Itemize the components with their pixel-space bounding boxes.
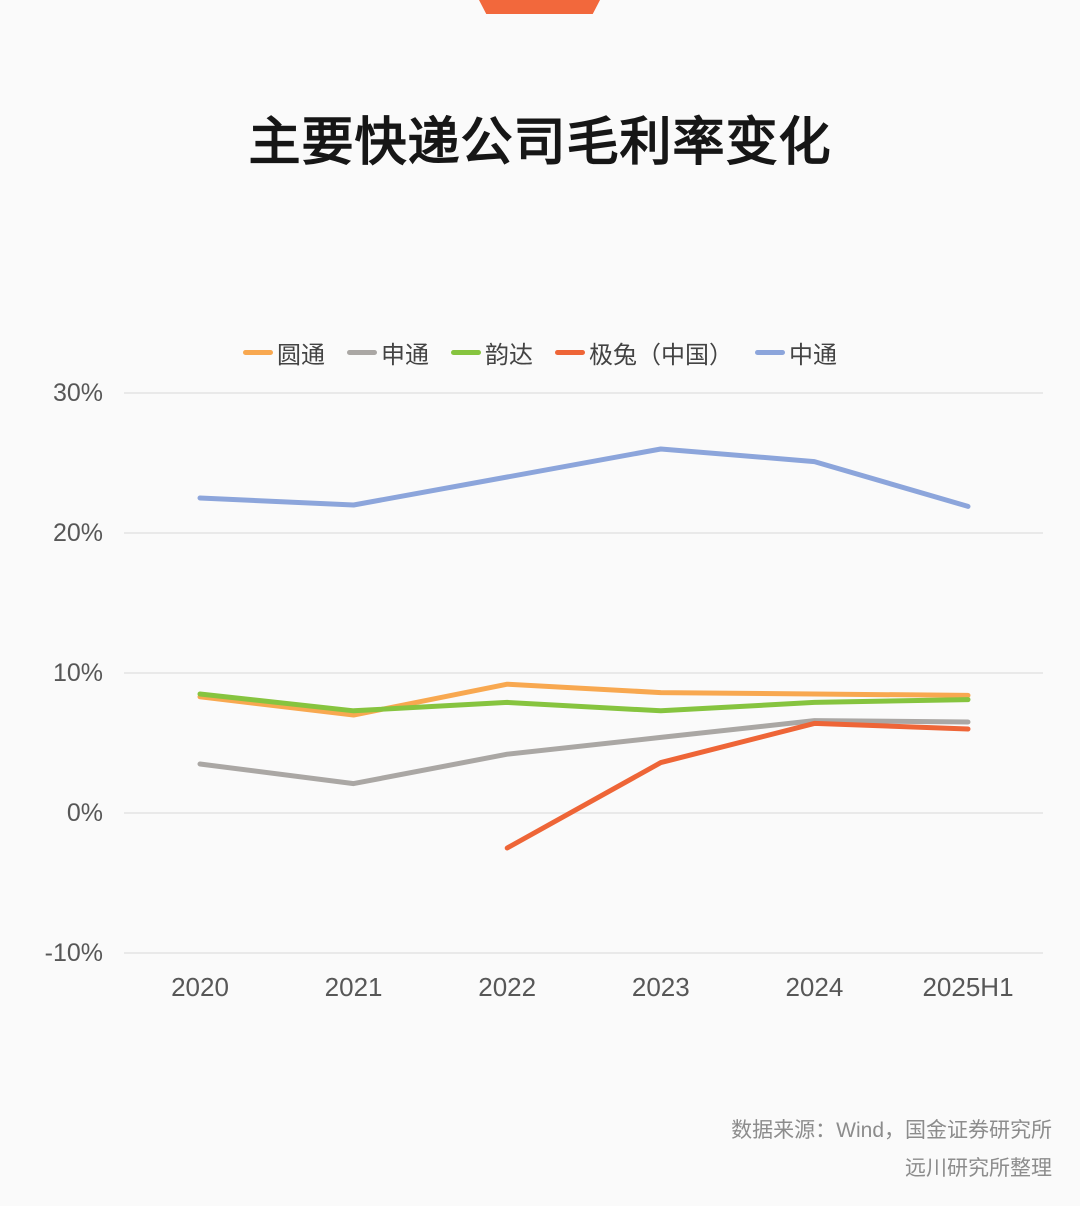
legend-item-shentong: 申通 [347,335,429,370]
series-line-yunda [197,691,971,714]
series-line-jitu [504,720,971,851]
legend-label-jitu: 极兔（中国） [589,342,733,369]
legend-item-yuantong: 圆通 [243,335,325,370]
series-line-shentong [197,718,971,787]
series-line-zhongtong [197,446,971,509]
legend-swatch-shentong [347,350,377,355]
chart-legend: 圆通 申通 韵达 极兔（中国） 中通 [0,335,1080,370]
y-tick-label: 10% [52,659,103,687]
x-tick-label: 2020 [171,972,229,1002]
x-tick-label: 2022 [478,972,537,1002]
legend-label-shentong: 申通 [381,342,429,369]
legend-swatch-yuantong [243,350,273,355]
y-tick-label: -10% [44,939,103,967]
x-tick-label: 2021 [324,972,383,1002]
legend-swatch-zhongtong [755,350,785,355]
data-source-line2: 远川研究所整理 [905,1157,1052,1180]
page-title: 主要快递公司毛利率变化 [248,114,832,172]
y-tick-label: 0% [66,799,103,827]
legend-swatch-yunda [451,350,481,355]
legend-label-yunda: 韵达 [485,342,533,369]
legend-label-yuantong: 圆通 [277,342,325,369]
legend-swatch-jitu [555,350,585,355]
legend-item-zhongtong: 中通 [755,335,837,370]
legend-item-jitu: 极兔（中国） [555,335,733,370]
x-tick-label: 2025H1 [922,972,1014,1002]
series-line-yuantong [197,681,971,718]
brand-banner-shape [479,0,600,14]
data-source-line1: 数据来源：Wind，国金证券研究所 [731,1119,1052,1142]
legend-label-zhongtong: 中通 [789,342,837,369]
y-tick-label: 30% [52,379,103,407]
legend-item-yunda: 韵达 [451,335,533,370]
x-tick-label: 2024 [785,972,844,1002]
y-tick-label: 20% [52,519,103,547]
x-tick-label: 2023 [631,972,690,1002]
data-source-note: 数据来源：Wind，国金证券研究所 远川研究所整理 [731,1112,1052,1188]
